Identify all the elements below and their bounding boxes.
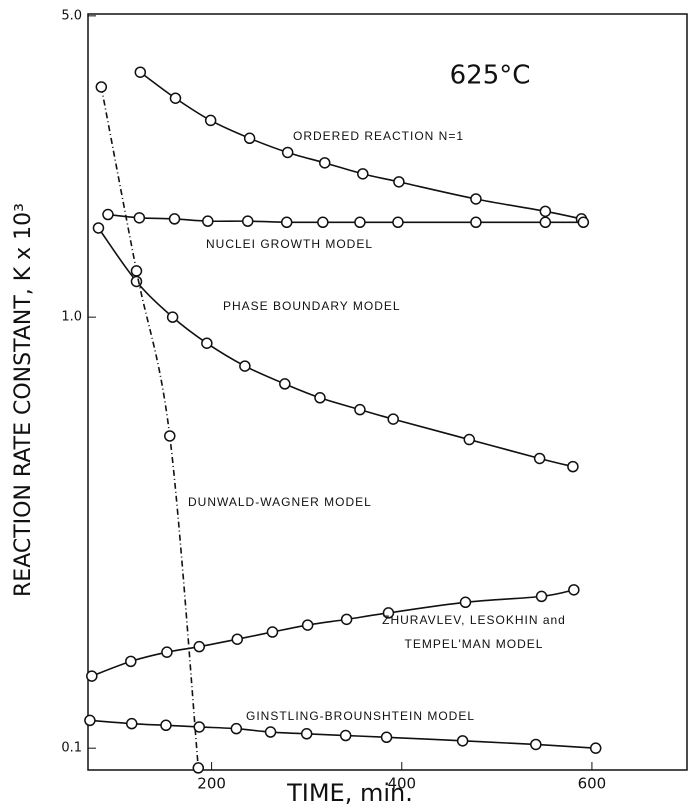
data-point xyxy=(243,132,256,145)
data-point xyxy=(279,378,291,390)
data-point xyxy=(125,717,138,730)
data-point xyxy=(84,714,96,727)
data-point xyxy=(357,168,369,180)
data-point xyxy=(168,213,181,225)
plot-frame xyxy=(87,13,688,771)
data-point xyxy=(539,205,552,218)
data-point xyxy=(102,208,114,221)
x-tick-label: 200 xyxy=(197,775,226,793)
data-point xyxy=(380,731,393,744)
data-point xyxy=(382,607,395,619)
data-point xyxy=(318,157,331,169)
data-point xyxy=(314,392,326,404)
data-point xyxy=(387,413,399,425)
data-point xyxy=(393,176,405,188)
data-point xyxy=(133,212,146,224)
data-point xyxy=(204,114,217,127)
series-label: GINSTLING-BROUNSHTEIN MODEL xyxy=(246,709,476,723)
data-point xyxy=(164,430,176,442)
x-axis-label: TIME, min. xyxy=(286,779,413,806)
data-point xyxy=(281,146,294,159)
data-point xyxy=(567,460,579,473)
data-point xyxy=(470,216,482,229)
data-point xyxy=(125,655,137,668)
data-point xyxy=(266,626,279,638)
data-point xyxy=(241,215,254,227)
data-point xyxy=(160,719,172,732)
data-point xyxy=(95,81,108,93)
data-point xyxy=(301,619,314,631)
data-point xyxy=(169,92,182,104)
data-point xyxy=(280,216,293,229)
series-label: NUCLEI GROWTH MODEL xyxy=(206,237,374,251)
data-point xyxy=(354,216,366,229)
data-point xyxy=(456,735,469,747)
data-point xyxy=(589,742,602,754)
data-point xyxy=(568,584,580,596)
series-line xyxy=(100,86,200,768)
data-point xyxy=(300,728,313,740)
data-point xyxy=(470,193,482,205)
data-point xyxy=(192,762,205,774)
data-point xyxy=(535,590,548,603)
data-point xyxy=(230,722,243,735)
data-point xyxy=(193,640,205,653)
series-label: ORDERED REACTION N=1 xyxy=(293,129,465,143)
series-line xyxy=(97,227,574,468)
y-tick-label: 1.0 xyxy=(61,310,82,325)
data-point xyxy=(231,633,244,645)
data-point xyxy=(577,216,590,229)
x-tick-label: 400 xyxy=(387,775,416,793)
data-point xyxy=(130,265,143,277)
data-point xyxy=(166,311,179,323)
data-point xyxy=(530,738,542,751)
data-point xyxy=(130,275,143,288)
data-point xyxy=(239,360,251,372)
series-label: PHASE BOUNDARY MODEL xyxy=(223,299,401,313)
data-point xyxy=(354,403,366,416)
data-point xyxy=(317,216,329,229)
data-point xyxy=(459,596,472,609)
data-point xyxy=(86,670,98,682)
annotation: 625°C xyxy=(450,61,531,91)
data-point xyxy=(161,646,173,658)
y-axis-label: REACTION RATE CONSTANT, K x 10³ xyxy=(11,203,36,597)
data-point xyxy=(339,729,352,742)
data-point xyxy=(539,216,552,229)
data-point xyxy=(463,433,476,446)
data-point xyxy=(264,726,277,738)
data-point xyxy=(201,337,213,349)
y-tick-label: 5.0 xyxy=(61,8,82,23)
series-line xyxy=(139,71,582,220)
x-tick-label: 600 xyxy=(578,775,607,793)
data-point xyxy=(340,613,353,626)
data-point xyxy=(92,222,105,234)
series-label: ZHURAVLEV, LESOKHIN and TEMPEL'MAN MODEL xyxy=(382,613,566,651)
data-point xyxy=(202,215,214,227)
data-point xyxy=(134,66,147,78)
y-tick-label: 0.1 xyxy=(61,741,82,756)
data-point xyxy=(533,452,546,465)
data-point xyxy=(193,721,205,733)
series-label: DUNWALD-WAGNER MODEL xyxy=(188,495,372,509)
data-point xyxy=(392,216,404,229)
